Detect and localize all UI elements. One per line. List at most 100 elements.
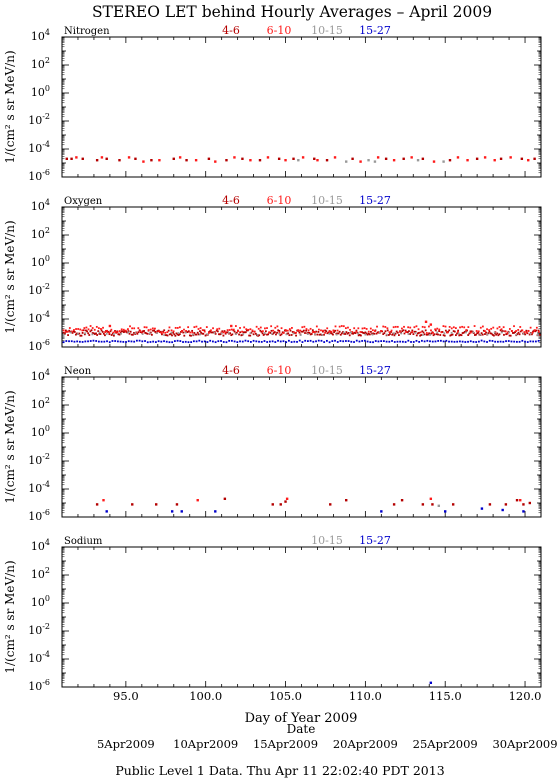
- data-point: [177, 332, 180, 334]
- data-point: [402, 329, 405, 332]
- data-point: [108, 333, 111, 336]
- data-point: [91, 327, 94, 329]
- data-point: [184, 331, 187, 334]
- data-point: [228, 329, 231, 331]
- data-point: [511, 330, 513, 332]
- data-point: [480, 332, 483, 335]
- data-point: [120, 330, 123, 333]
- data-point: [498, 326, 501, 328]
- data-point: [232, 328, 235, 331]
- data-point: [469, 331, 472, 334]
- legend-label: 10-15: [311, 24, 343, 37]
- data-point: [499, 157, 503, 160]
- y-tick-exponent: -6: [42, 338, 50, 347]
- data-point: [134, 157, 137, 160]
- data-point: [73, 340, 76, 343]
- data-point: [458, 334, 461, 337]
- data-point: [450, 334, 453, 336]
- data-point: [384, 157, 388, 160]
- data-point: [199, 333, 202, 336]
- data-point: [81, 329, 84, 332]
- data-point: [444, 325, 447, 328]
- data-point: [488, 339, 491, 342]
- data-point: [277, 339, 279, 342]
- data-point: [359, 160, 362, 163]
- data-point: [403, 325, 405, 328]
- data-point: [367, 332, 370, 335]
- data-point: [519, 499, 522, 502]
- data-point: [422, 331, 425, 334]
- data-point: [179, 340, 182, 342]
- data-point: [203, 330, 206, 333]
- data-point: [118, 330, 121, 332]
- data-point: [488, 330, 491, 333]
- data-point: [366, 340, 369, 343]
- data-point: [118, 159, 121, 162]
- data-point: [158, 159, 161, 162]
- data-point: [139, 331, 142, 333]
- legend-label: 10-15: [311, 364, 343, 377]
- data-point: [522, 332, 525, 335]
- data-point: [258, 340, 260, 343]
- data-point: [537, 339, 540, 342]
- data-point: [292, 157, 295, 160]
- data-point: [323, 341, 326, 343]
- data-point: [123, 331, 125, 334]
- data-point: [467, 340, 469, 343]
- data-point: [108, 341, 111, 344]
- data-point: [335, 332, 338, 335]
- data-point: [84, 340, 87, 343]
- data-point: [492, 326, 495, 329]
- data-point: [192, 333, 194, 336]
- data-point: [526, 332, 529, 335]
- data-point: [109, 330, 112, 333]
- data-point: [481, 333, 484, 336]
- data-point: [201, 332, 204, 335]
- data-point: [129, 325, 131, 328]
- data-point: [252, 333, 255, 336]
- panel-oxygen: 104 102 100 10-2 10-4 10-6 1/(cm² s sr MeV/n) O…: [3, 194, 542, 353]
- data-point: [516, 333, 519, 336]
- data-point: [427, 333, 429, 336]
- data-point: [355, 339, 358, 342]
- y-tick-exponent: -2: [42, 112, 50, 121]
- data-point: [520, 157, 524, 160]
- data-point: [486, 341, 488, 343]
- plot-frame: [61, 36, 542, 178]
- data-point: [407, 326, 410, 329]
- data-point: [188, 334, 191, 337]
- data-point: [386, 327, 389, 330]
- data-point: [417, 328, 420, 331]
- data-point: [287, 339, 290, 342]
- data-point: [108, 331, 111, 334]
- data-point: [193, 326, 196, 329]
- data-point: [106, 329, 109, 332]
- panel-name: Nitrogen: [64, 26, 110, 37]
- data-point: [425, 332, 428, 334]
- data-point: [499, 329, 502, 332]
- data-point: [412, 333, 415, 336]
- data-point: [538, 330, 540, 333]
- data-point: [410, 331, 413, 334]
- data-point: [91, 333, 94, 336]
- data-point: [413, 330, 416, 333]
- data-point: [521, 329, 524, 332]
- date-tick-label: 20Apr2009: [333, 737, 398, 751]
- data-point: [170, 331, 173, 334]
- data-point: [332, 329, 335, 332]
- data-point: [479, 333, 482, 336]
- data-point: [79, 334, 82, 337]
- data-point: [421, 325, 424, 328]
- data-point: [525, 331, 528, 334]
- data-point: [206, 333, 209, 336]
- data-point: [213, 331, 216, 334]
- data-point: [328, 330, 331, 333]
- y-tick-exponent: -6: [42, 678, 50, 687]
- data-point: [478, 333, 481, 336]
- data-point: [363, 339, 366, 342]
- data-point: [224, 332, 227, 335]
- data-point: [450, 340, 453, 343]
- y-tick-label: 10-2: [28, 112, 50, 127]
- data-point: [382, 333, 385, 335]
- data-point: [316, 333, 319, 336]
